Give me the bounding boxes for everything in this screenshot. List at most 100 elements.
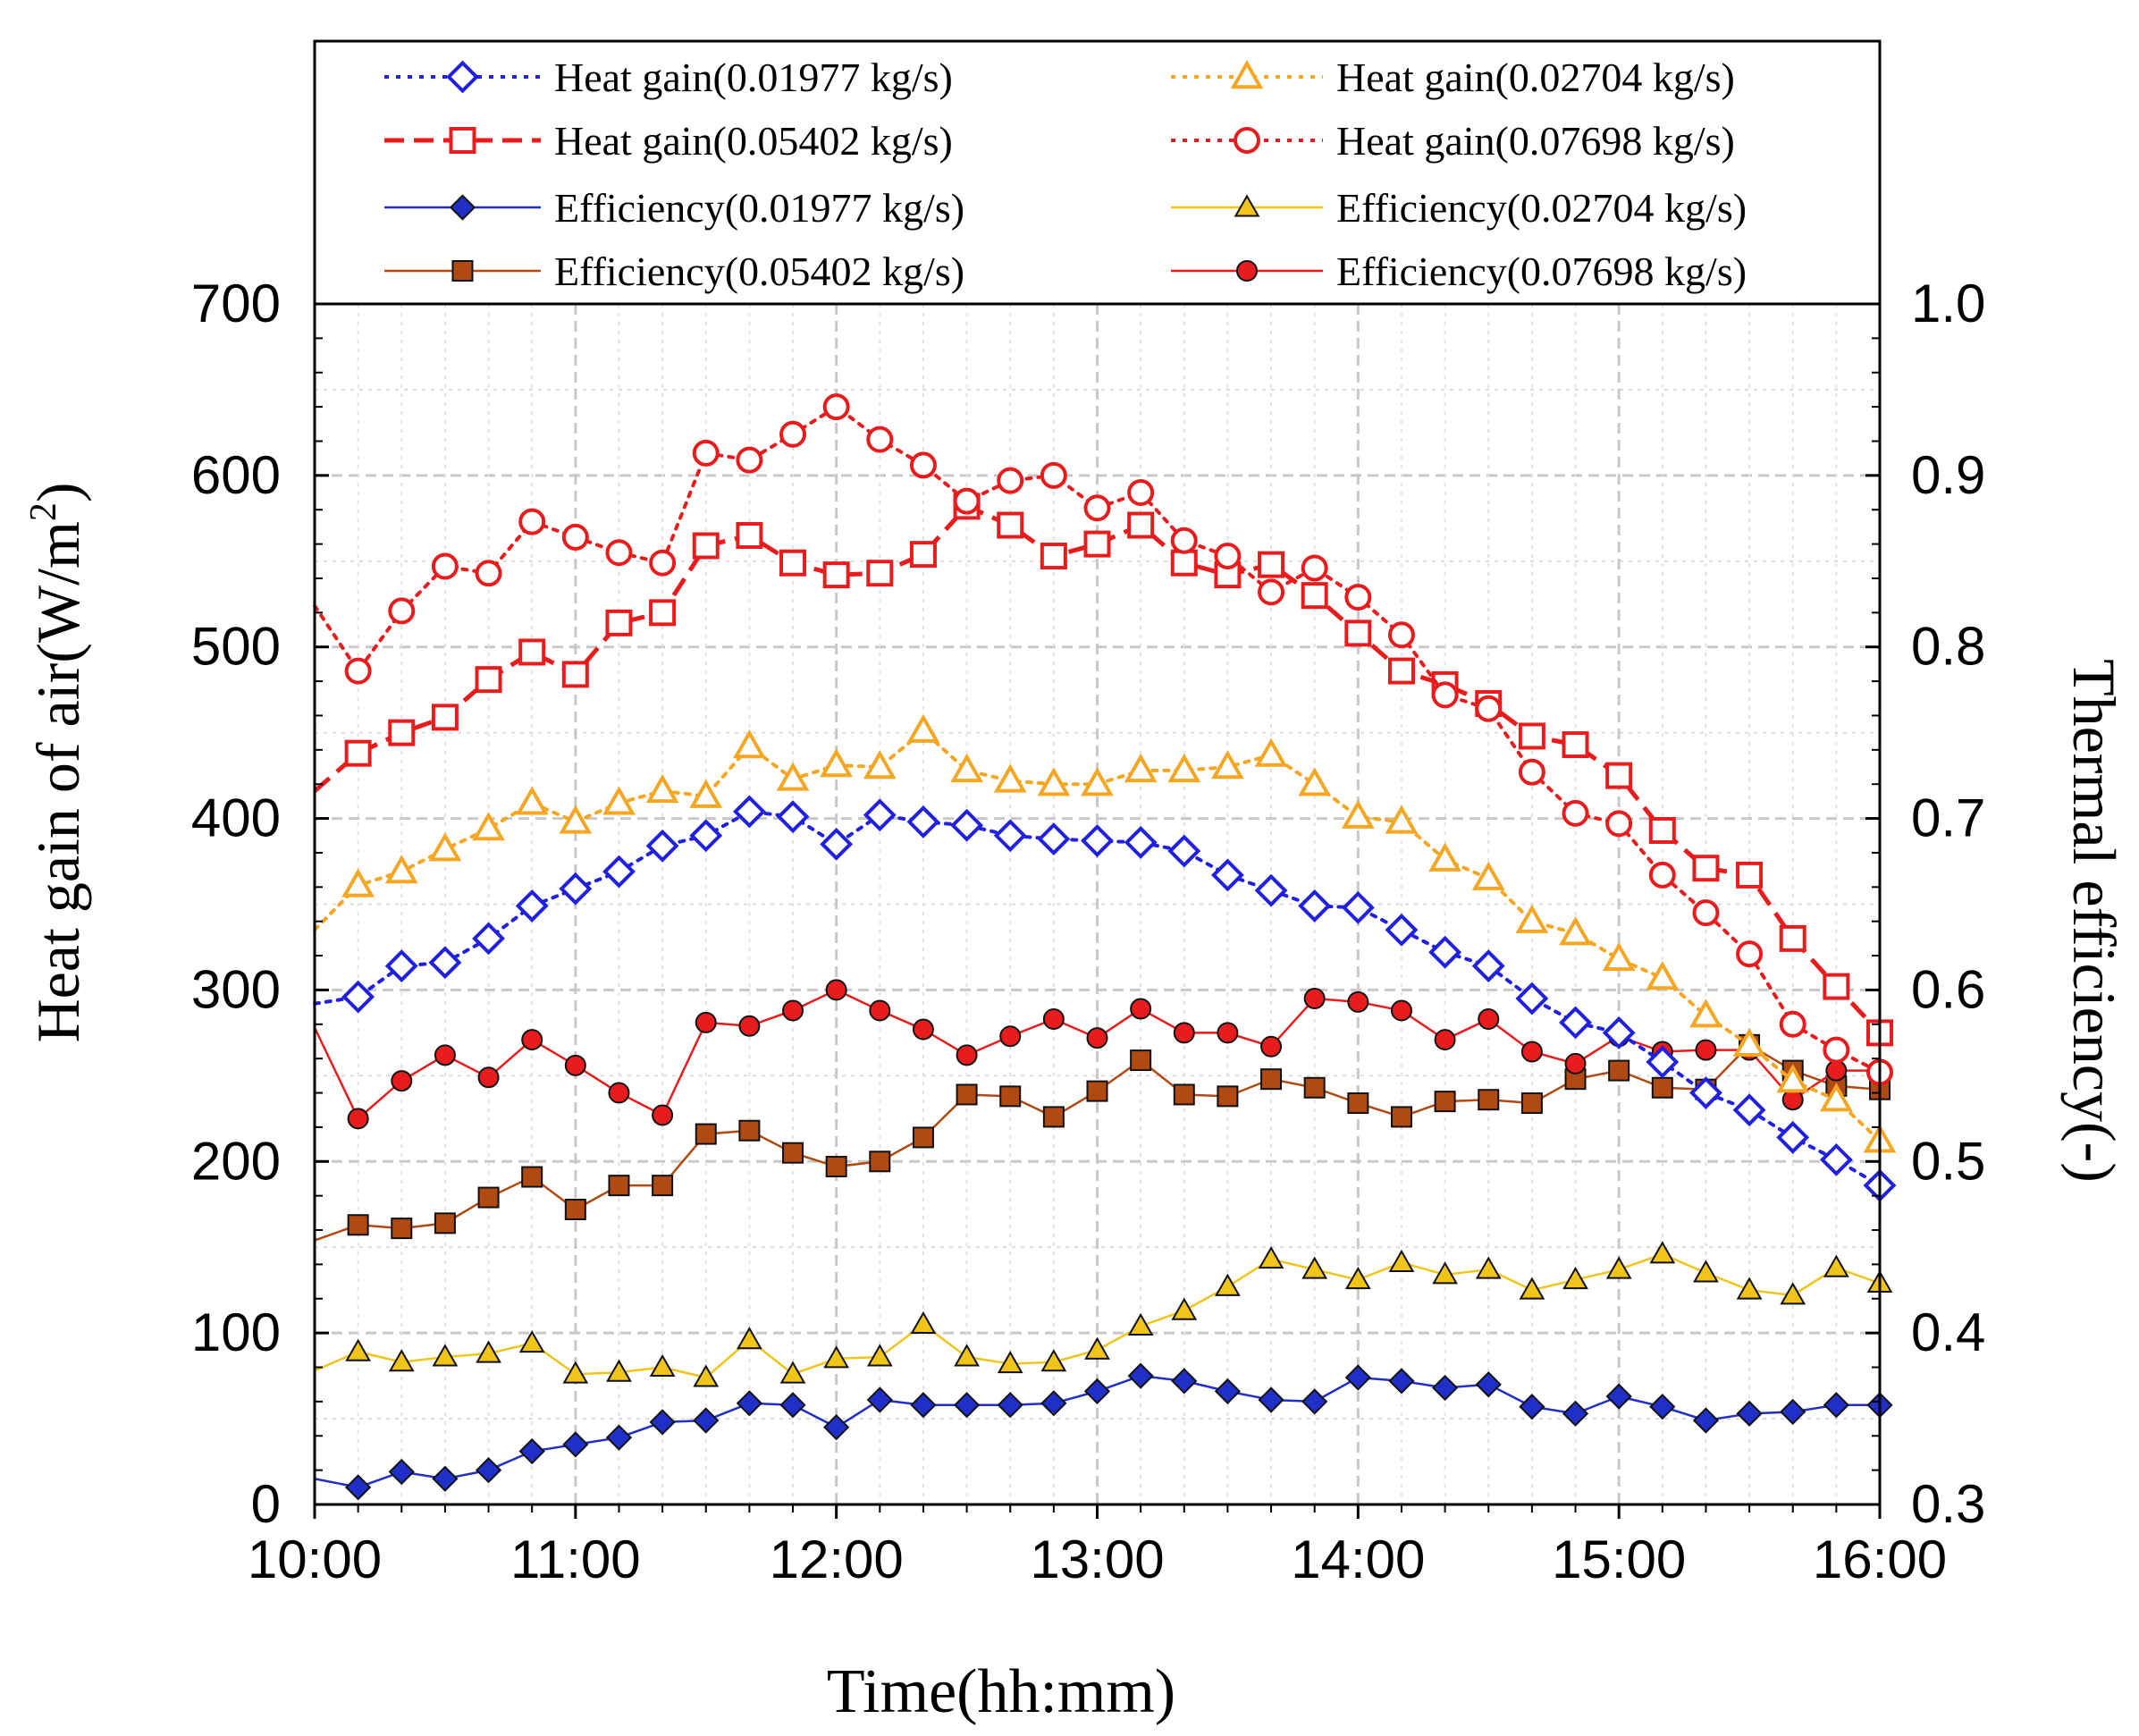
data-point [910,1392,937,1419]
data-point [1648,861,1676,889]
data-point [1434,1091,1456,1113]
data-point [1520,1041,1543,1063]
data-point [1040,461,1067,489]
y2-tick-label: 1.0 [1911,274,1985,333]
data-point [344,657,372,685]
x-tick-label: 12:00 [770,1530,904,1589]
data-point [518,1437,545,1465]
data-point [692,439,720,467]
data-point [1341,799,1375,829]
data-point [1387,657,1415,685]
data-point [1780,1282,1806,1305]
data-point [1344,1364,1371,1391]
data-point [518,508,546,535]
data-point [515,786,549,815]
data-point [564,1199,586,1221]
data-point [822,561,850,589]
data-point [1428,842,1462,872]
data-point [1519,1277,1545,1300]
data-point [1211,750,1244,780]
data-point [1475,1256,1502,1279]
data-point [869,999,891,1022]
data-point [1347,990,1369,1013]
data-point [475,560,502,587]
y-axis-title-close: ) [24,482,92,502]
data-point [950,753,983,783]
data-point [1779,924,1806,952]
data-point [518,1329,545,1353]
data-point [521,1029,543,1051]
data-point [1605,1383,1632,1410]
data-point [1692,1407,1720,1434]
data-point [391,1070,413,1092]
data-point [732,795,766,829]
data-point [776,800,810,834]
data-point [1124,753,1158,783]
legend: Heat gain(0.01977 kg/s) Heat gain(0.02704… [313,39,1882,306]
data-point [1825,1059,1848,1082]
data-point [1301,582,1328,610]
data-point [1649,1241,1676,1264]
data-point [344,739,372,767]
legend-label: Heat gain(0.01977 kg/s) [554,55,953,100]
data-point [1258,578,1285,606]
data-point [1605,810,1633,838]
data-point [1608,1059,1630,1082]
legend-item: Efficiency(0.02704 kg/s) [1171,185,1747,231]
data-point [1083,494,1111,522]
y2-tick-label: 0.5 [1911,1131,1985,1191]
legend-label: Efficiency(0.02704 kg/s) [1336,185,1747,231]
data-point [909,451,937,479]
data-point [1298,767,1332,796]
data-point [954,1344,980,1367]
data-point [1776,1120,1810,1154]
data-point [388,597,416,625]
data-point [1736,1400,1763,1427]
data-point [1173,1022,1195,1044]
legend-item: Heat gain(0.01977 kg/s) [384,55,953,100]
data-point [345,1338,372,1361]
data-point [561,523,589,551]
data-point [1471,861,1505,890]
data-point [997,1392,1023,1419]
data-point [1214,543,1242,570]
data-point [1428,935,1462,969]
data-point [472,922,505,956]
data-point [562,1361,589,1384]
x-tick-label: 10:00 [248,1530,382,1589]
legend-label: Efficiency(0.01977 kg/s) [554,185,964,231]
series-3 [313,393,1893,1086]
data-point [1215,1273,1241,1296]
data-point [1689,999,1722,1028]
data-point [1210,858,1244,892]
data-point [605,1424,633,1451]
data-point [1518,722,1545,750]
data-point [1564,1052,1587,1074]
data-point [1258,1386,1284,1413]
data-point [953,1392,981,1419]
legend-marker [449,127,476,154]
y-tick-label: 700 [191,274,281,333]
data-point [997,467,1024,494]
legend-marker [1236,260,1258,282]
data-point [863,798,897,832]
data-point [1083,1378,1111,1404]
legend-item: Efficiency(0.05402 kg/s) [384,249,964,294]
x-tick-label: 13:00 [1030,1530,1164,1589]
data-point [1081,824,1114,857]
data-point [1475,1371,1502,1398]
data-point [779,1361,806,1384]
series-0 [313,795,1897,1202]
data-point [822,393,850,421]
legend-marker [451,260,474,282]
legend-label: Efficiency(0.05402 kg/s) [554,249,964,294]
data-point [1260,1035,1283,1058]
data-point [1559,1006,1592,1040]
data-point [1260,1068,1283,1091]
data-point [1086,1080,1108,1102]
data-point [1562,1400,1589,1427]
data-point [1170,527,1198,554]
data-point [869,1150,891,1173]
data-point [1695,1039,1717,1061]
data-point [1301,554,1328,582]
